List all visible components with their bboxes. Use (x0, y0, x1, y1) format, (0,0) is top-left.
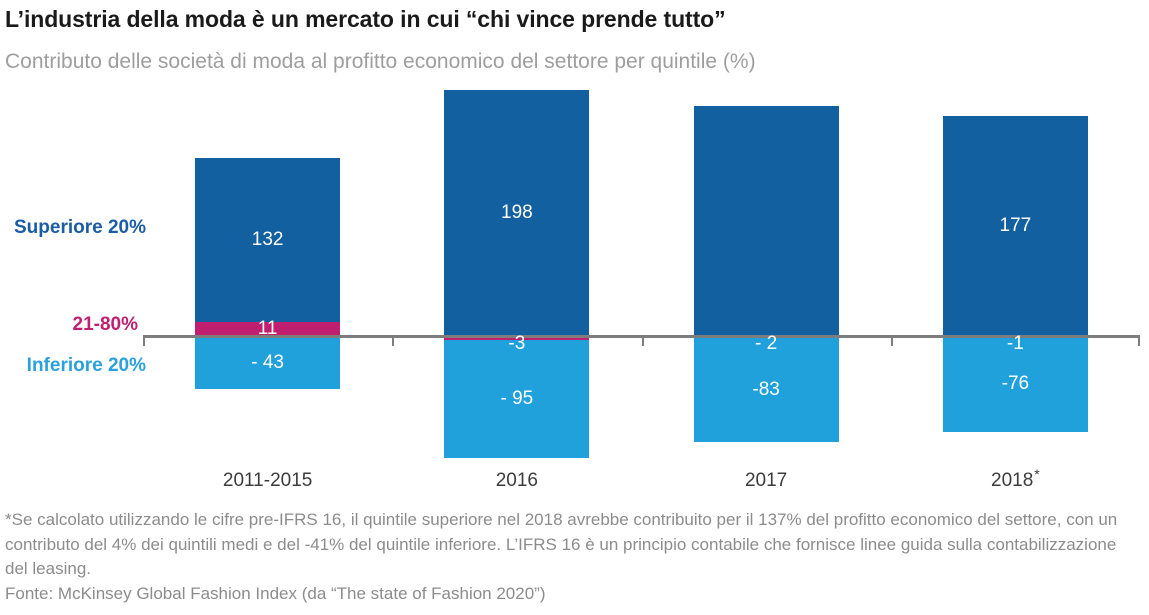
bar-value-top-2018: 177 (999, 215, 1032, 237)
bar-segment-top-2017 (693, 106, 839, 336)
bar-value-top-2011-2015: 132 (251, 229, 284, 251)
footnote-note: *Se calcolato utilizzando le cifre pre-I… (5, 510, 1118, 578)
bar-segment-mid-2011-2015 (195, 322, 341, 336)
footnote-source: Fonte: McKinsey Global Fashion Index (da… (5, 583, 546, 603)
axis-tick (890, 335, 893, 346)
bar-value-mid-2018: -1 (1006, 333, 1024, 354)
bar-segment-top-2018 (942, 116, 1088, 336)
bar-value-bottom-2017: -83 (752, 379, 780, 401)
bar-segment-top-2016 (444, 90, 590, 336)
legend-label-top-quintile: Superiore 20% (14, 217, 146, 238)
page-subtitle: Contributo delle società di moda al prof… (5, 50, 756, 73)
legend-label-mid-quintile: 21-80% (72, 314, 139, 335)
footnote-asterisk: * (1034, 466, 1040, 482)
bar-segment-bottom-2011-2015 (195, 336, 341, 390)
bar-value-mid-2011-2015: 11 (257, 318, 278, 340)
axis-tick (641, 335, 644, 346)
bar-value-mid-2016: -3 (508, 333, 526, 354)
legend-label-bottom-quintile: Inferiore 20% (26, 355, 146, 376)
bar-value-mid-2017: - 2 (755, 333, 778, 354)
x-axis-label-2011-2015: 2011-2015 (222, 470, 313, 491)
plot-area: Superiore 20% 21-80% Inferiore 20% 11 132… (14, 90, 1140, 491)
footnote: *Se calcolato utilizzando le cifre pre-I… (5, 508, 1143, 606)
x-axis-label-2018: 2018* (991, 466, 1040, 491)
bar-segment-bottom-2018 (942, 337, 1088, 432)
bar-segment-bottom-2017 (693, 338, 839, 442)
axis-tick (143, 335, 145, 346)
bar-value-top-2016: 198 (501, 202, 533, 223)
axis-tick (1138, 335, 1140, 346)
bar-segment-bottom-2016 (444, 339, 590, 458)
page-title: L’industria della moda è un mercato in c… (5, 6, 726, 32)
bar-value-bottom-2018: -76 (1001, 373, 1030, 395)
bar-value-bottom-2016: - 95 (500, 387, 534, 409)
bar-segment-top-2011-2015 (195, 158, 341, 323)
x-axis-label-2016: 2016 (495, 470, 539, 491)
x-axis-label-2017: 2017 (744, 470, 788, 491)
axis-tick (392, 335, 395, 346)
bar-value-bottom-2011-2015: - 43 (251, 351, 284, 373)
